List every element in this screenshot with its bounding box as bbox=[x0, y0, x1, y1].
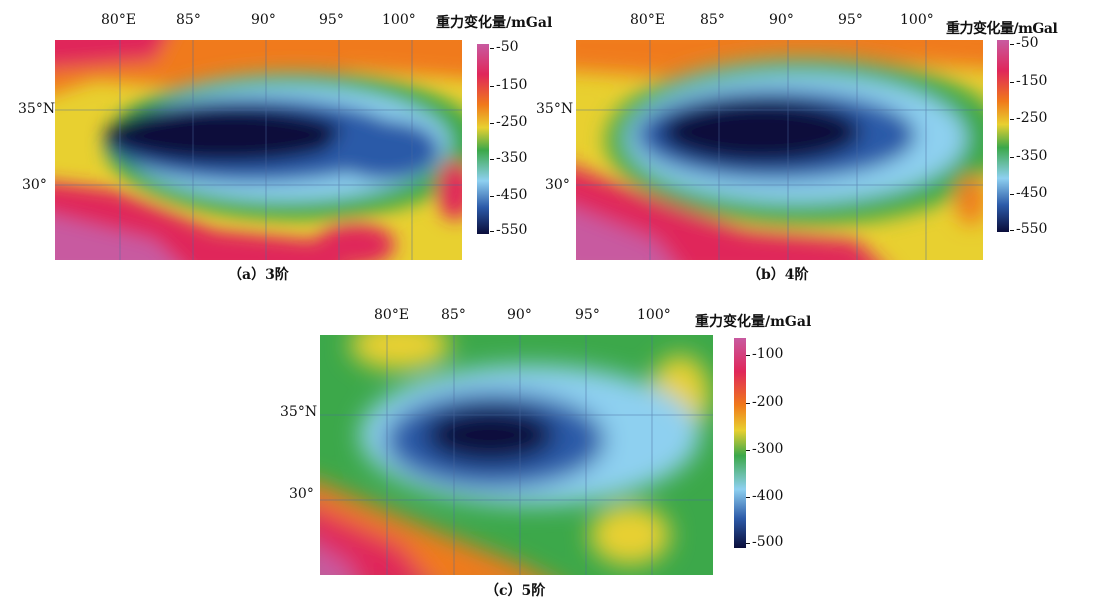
gravity-map-b bbox=[576, 40, 983, 260]
colorbar-tick: -550 bbox=[1009, 221, 1048, 237]
lon-label: 100° bbox=[900, 12, 934, 28]
lon-label: 80°E bbox=[101, 12, 137, 28]
colorbar-tick: -550 bbox=[489, 222, 528, 238]
lon-label: 85° bbox=[176, 12, 201, 28]
colorbar-tick: -450 bbox=[1009, 185, 1048, 201]
lon-label: 90° bbox=[769, 12, 794, 28]
gravity-map-a bbox=[55, 40, 462, 260]
lon-label: 95° bbox=[838, 12, 863, 28]
lon-label: 95° bbox=[575, 307, 600, 323]
colorbar-tick: -200 bbox=[745, 394, 784, 410]
colorbar-a bbox=[477, 44, 489, 234]
lat-label: 35°N bbox=[280, 404, 318, 420]
lon-label: 80°E bbox=[374, 307, 410, 323]
lat-label: 30° bbox=[289, 486, 314, 502]
gravity-map-c bbox=[320, 335, 713, 575]
lon-label: 100° bbox=[637, 307, 671, 323]
colorbar-tick: -150 bbox=[489, 77, 528, 93]
lon-label: 80°E bbox=[630, 12, 666, 28]
lon-label: 90° bbox=[251, 12, 276, 28]
colorbar-b bbox=[997, 40, 1009, 232]
colorbar-unit: 重力变化量/mGal bbox=[436, 15, 553, 31]
colorbar-unit: 重力变化量/mGal bbox=[695, 314, 812, 330]
lon-label: 85° bbox=[441, 307, 466, 323]
lon-label: 100° bbox=[382, 12, 416, 28]
lon-label: 85° bbox=[700, 12, 725, 28]
colorbar-tick: -300 bbox=[745, 441, 784, 457]
colorbar-tick: -400 bbox=[745, 488, 784, 504]
lon-label: 95° bbox=[319, 12, 344, 28]
lon-label: 90° bbox=[507, 307, 532, 323]
lat-label: 35°N bbox=[536, 101, 574, 117]
lat-label: 30° bbox=[545, 177, 570, 193]
lat-label: 30° bbox=[22, 177, 47, 193]
caption-a: （a）3阶 bbox=[228, 267, 289, 283]
colorbar-tick: -450 bbox=[489, 187, 528, 203]
colorbar-tick: -250 bbox=[489, 114, 528, 130]
colorbar-tick: -500 bbox=[745, 534, 784, 550]
lat-label: 35°N bbox=[18, 101, 56, 117]
colorbar-tick: -150 bbox=[1009, 73, 1048, 89]
colorbar-c bbox=[734, 338, 746, 548]
caption-b: （b）4阶 bbox=[747, 267, 809, 283]
colorbar-tick: -250 bbox=[1009, 110, 1048, 126]
colorbar-tick: -50 bbox=[1010, 35, 1039, 51]
colorbar-tick: -50 bbox=[490, 39, 519, 55]
caption-c: （c）5阶 bbox=[485, 583, 546, 599]
colorbar-tick: -350 bbox=[1009, 148, 1048, 164]
colorbar-tick: -350 bbox=[489, 150, 528, 166]
colorbar-unit: 重力变化量/mGal bbox=[946, 21, 1058, 37]
colorbar-tick: -100 bbox=[745, 346, 784, 362]
